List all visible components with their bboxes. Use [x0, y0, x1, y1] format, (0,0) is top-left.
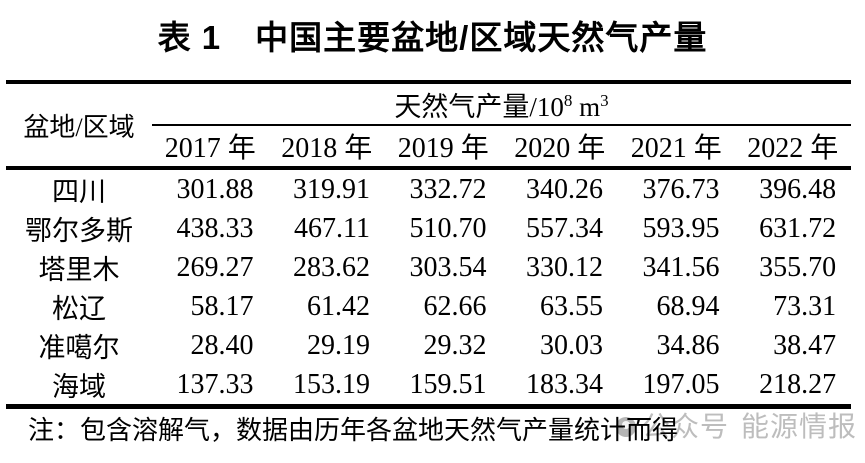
table-footnote: 注：包含溶解气，数据由历年各盆地天然气产量统计而得 [28, 416, 679, 445]
table-cell: 332.72 [409, 173, 487, 205]
table-cell: 197.05 [642, 368, 720, 400]
table-row-songliao: 松辽 58.17 61.42 62.66 63.55 68.94 73.31 [6, 287, 851, 326]
table-cell: 153.19 [293, 368, 370, 400]
basin-name: 松辽 [52, 294, 106, 324]
column-header-2021: 2021 年 [618, 125, 735, 170]
column-header-2019: 2019 年 [385, 125, 502, 170]
basin-name: 四川 [52, 177, 106, 207]
table-cell: 30.03 [540, 329, 603, 361]
watermark: 公众号 能源情报 [616, 412, 857, 442]
column-header-2018: 2018 年 [268, 125, 385, 170]
table-cell: 355.70 [759, 251, 837, 283]
table-cell: 61.42 [307, 290, 370, 322]
table-cell: 68.94 [656, 290, 720, 322]
table-row-tarim: 塔里木 269.27 283.62 303.54 330.12 341.56 3… [6, 248, 851, 287]
watermark-label-gongzhonghao: 公众号 [642, 411, 730, 442]
header-row-years: 2017 年 2018 年 2019 年 2020 年 2021 年 2022 … [6, 125, 852, 170]
table-cell: 58.17 [190, 290, 254, 322]
column-header-unit: 天然气产量/108 m3 [152, 82, 852, 126]
table-cell: 340.26 [526, 173, 603, 205]
table-cell: 557.34 [526, 212, 603, 244]
gas-production-table: 盆地/区域 天然气产量/108 m3 2017 年 2018 年 2019 年 … [6, 80, 852, 409]
table-row-sichuan: 四川 301.88 319.91 332.72 340.26 376.73 39… [6, 168, 851, 209]
header-row-unit: 盆地/区域 天然气产量/108 m3 [6, 82, 852, 170]
table-cell: 438.33 [176, 212, 254, 244]
table-cell: 283.62 [293, 251, 370, 283]
column-header-2017: 2017 年 [152, 125, 269, 170]
unit-m: m [572, 91, 601, 122]
table-cell: 159.51 [409, 368, 487, 400]
basin-name: 塔里木 [38, 255, 120, 285]
table-cell: 29.19 [307, 329, 370, 361]
column-header-basin: 盆地/区域 [6, 82, 152, 170]
table-cell: 62.66 [423, 290, 487, 322]
table-cell: 269.27 [176, 251, 254, 283]
table-cell: 183.34 [526, 368, 603, 400]
table-cell: 593.95 [642, 212, 720, 244]
table-cell: 319.91 [293, 173, 370, 205]
table-cell: 330.12 [526, 251, 603, 283]
table-row-ordos: 鄂尔多斯 438.33 467.11 510.70 557.34 593.95 … [6, 209, 851, 248]
table-cell: 341.56 [642, 251, 720, 283]
table-row-offshore: 海域 137.33 153.19 159.51 183.34 197.05 21… [6, 365, 851, 407]
basin-name: 准噶尔 [38, 333, 120, 363]
table-cell: 301.88 [176, 173, 254, 205]
table-cell: 510.70 [409, 212, 487, 244]
unit-superscript-8: 8 [563, 90, 573, 110]
table-cell: 63.55 [540, 290, 603, 322]
basin-name: 海域 [52, 372, 106, 402]
column-header-2022: 2022 年 [734, 125, 852, 170]
table-cell: 137.33 [176, 368, 254, 400]
table-cell: 218.27 [759, 368, 837, 400]
table-cell: 376.73 [642, 173, 720, 205]
table-cell: 28.40 [190, 329, 254, 361]
column-header-2020: 2020 年 [501, 125, 618, 170]
table-cell: 73.31 [773, 290, 837, 322]
table-cell: 631.72 [759, 212, 837, 244]
table-cell: 38.47 [773, 329, 837, 361]
table-title: 表 1 中国主要盆地/区域天然气产量 [157, 19, 708, 56]
table-cell: 34.86 [656, 329, 720, 361]
basin-name: 鄂尔多斯 [25, 216, 133, 246]
table-row-junggar: 准噶尔 28.40 29.19 29.32 30.03 34.86 38.47 [6, 326, 851, 365]
unit-prefix: 天然气产量/10 [394, 91, 564, 122]
table-cell: 467.11 [294, 212, 370, 244]
table-cell: 303.54 [409, 251, 487, 283]
table-cell: 396.48 [759, 173, 837, 205]
watermark-label-nengyuanqingbao: 能源情报 [741, 411, 858, 442]
table-cell: 29.32 [423, 329, 487, 361]
unit-superscript-3: 3 [600, 90, 609, 110]
wechat-official-account-icon [616, 417, 636, 437]
